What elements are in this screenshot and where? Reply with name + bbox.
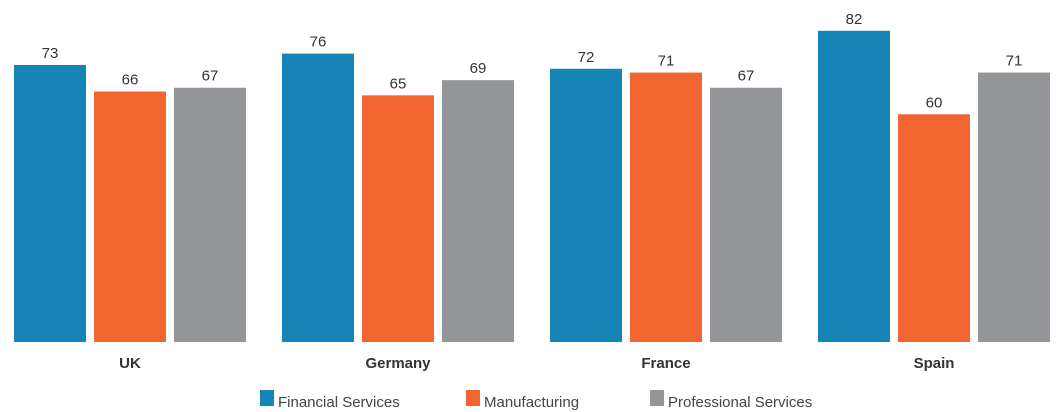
bar-uk-financial-services — [14, 64, 86, 342]
value-label-germany-professional-services: 69 — [470, 60, 487, 77]
value-label-spain-financial-services: 82 — [846, 11, 863, 28]
bar-spain-financial-services — [818, 30, 890, 343]
bar-germany-manufacturing — [362, 95, 434, 342]
category-label-uk: UK — [119, 355, 141, 372]
category-label-france: France — [641, 355, 690, 372]
value-label-france-manufacturing: 71 — [658, 53, 675, 70]
bar-germany-financial-services — [282, 53, 354, 343]
legend-label-professional-services: Professional Services — [668, 394, 812, 411]
value-label-france-professional-services: 67 — [738, 68, 755, 85]
value-labels-layer: 73 66 67 76 65 69 72 71 67 82 60 71 — [42, 11, 1023, 111]
value-label-germany-manufacturing: 65 — [390, 75, 407, 92]
bar-spain-manufacturing — [898, 114, 970, 342]
value-label-france-financial-services: 72 — [578, 49, 595, 66]
legend-label-financial-services: Financial Services — [278, 394, 400, 411]
bar-france-financial-services — [550, 68, 622, 342]
bar-uk-manufacturing — [94, 91, 166, 342]
bars-layer — [14, 30, 1050, 343]
bar-france-professional-services — [710, 87, 782, 342]
bar-france-manufacturing — [630, 72, 702, 343]
bar-germany-professional-services — [442, 80, 514, 343]
value-label-uk-professional-services: 67 — [202, 68, 219, 85]
value-label-spain-professional-services: 71 — [1006, 53, 1023, 70]
value-label-uk-manufacturing: 66 — [122, 72, 139, 89]
value-label-spain-manufacturing: 60 — [926, 94, 943, 111]
category-labels-layer: UK Germany France Spain — [119, 355, 954, 372]
legend-swatch-manufacturing — [466, 390, 480, 406]
category-label-germany: Germany — [365, 355, 431, 372]
bar-spain-professional-services — [978, 72, 1050, 343]
legend: Financial Services Manufacturing Professio… — [260, 390, 812, 411]
legend-swatch-professional-services — [650, 390, 664, 406]
value-label-uk-financial-services: 73 — [42, 45, 59, 62]
legend-swatch-financial-services — [260, 390, 274, 406]
legend-label-manufacturing: Manufacturing — [484, 394, 579, 411]
category-label-spain: Spain — [914, 355, 955, 372]
value-label-germany-financial-services: 76 — [310, 34, 327, 51]
bar-uk-professional-services — [174, 87, 246, 342]
